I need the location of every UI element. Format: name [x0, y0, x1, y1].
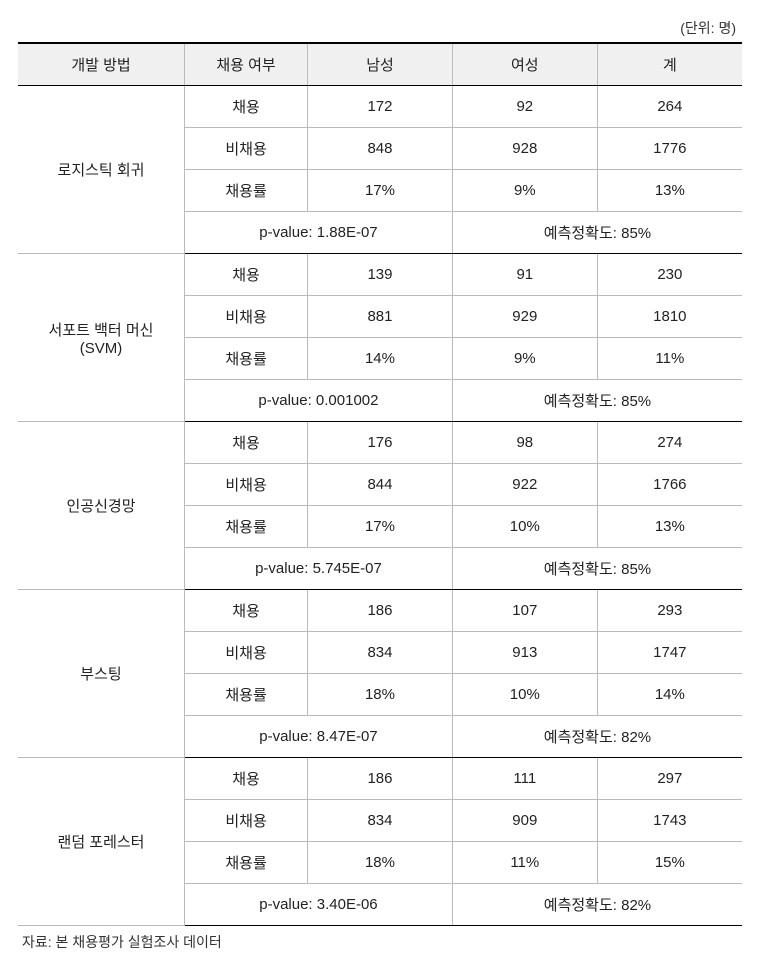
status-label: 채용 [185, 758, 308, 800]
table-row: 랜덤 포레스터채용186111297 [18, 758, 742, 800]
cell-total: 293 [597, 590, 742, 632]
results-table: 개발 방법 채용 여부 남성 여성 계 로지스틱 회귀채용17292264비채용… [18, 42, 742, 926]
method-name: 부스팅 [18, 590, 185, 758]
cell-female: 111 [452, 758, 597, 800]
col-total: 계 [597, 43, 742, 86]
cell-total: 11% [597, 338, 742, 380]
cell-total: 297 [597, 758, 742, 800]
status-label: 비채용 [185, 296, 308, 338]
cell-female: 929 [452, 296, 597, 338]
cell-total: 14% [597, 674, 742, 716]
cell-female: 909 [452, 800, 597, 842]
cell-female: 107 [452, 590, 597, 632]
cell-female: 11% [452, 842, 597, 884]
cell-total: 274 [597, 422, 742, 464]
cell-male: 18% [308, 842, 453, 884]
col-male: 남성 [308, 43, 453, 86]
cell-female: 92 [452, 86, 597, 128]
cell-total: 13% [597, 170, 742, 212]
table-row: 인공신경망채용17698274 [18, 422, 742, 464]
cell-male: 18% [308, 674, 453, 716]
cell-male: 172 [308, 86, 453, 128]
status-label: 채용 [185, 422, 308, 464]
status-label: 채용률 [185, 842, 308, 884]
accuracy-cell: 예측정확도: 85% [452, 212, 742, 254]
table-row: 로지스틱 회귀채용17292264 [18, 86, 742, 128]
cell-total: 15% [597, 842, 742, 884]
accuracy-cell: 예측정확도: 85% [452, 380, 742, 422]
cell-total: 1776 [597, 128, 742, 170]
method-name: 랜덤 포레스터 [18, 758, 185, 926]
accuracy-cell: 예측정확도: 82% [452, 884, 742, 926]
cell-female: 9% [452, 338, 597, 380]
cell-male: 186 [308, 590, 453, 632]
cell-total: 1747 [597, 632, 742, 674]
cell-total: 13% [597, 506, 742, 548]
status-label: 채용률 [185, 170, 308, 212]
status-label: 채용 [185, 86, 308, 128]
cell-male: 834 [308, 632, 453, 674]
status-label: 채용 [185, 590, 308, 632]
status-label: 채용률 [185, 674, 308, 716]
cell-total: 1810 [597, 296, 742, 338]
table-row: 부스팅채용186107293 [18, 590, 742, 632]
cell-male: 186 [308, 758, 453, 800]
cell-total: 230 [597, 254, 742, 296]
cell-female: 10% [452, 674, 597, 716]
cell-total: 1766 [597, 464, 742, 506]
cell-total: 1743 [597, 800, 742, 842]
method-name: 로지스틱 회귀 [18, 86, 185, 254]
pvalue-cell: p-value: 3.40E-06 [185, 884, 453, 926]
pvalue-cell: p-value: 0.001002 [185, 380, 453, 422]
pvalue-cell: p-value: 8.47E-07 [185, 716, 453, 758]
cell-female: 98 [452, 422, 597, 464]
col-female: 여성 [452, 43, 597, 86]
accuracy-cell: 예측정확도: 82% [452, 716, 742, 758]
cell-male: 848 [308, 128, 453, 170]
footnote: 자료: 본 채용평가 실험조사 데이터 [22, 932, 742, 952]
status-label: 채용 [185, 254, 308, 296]
cell-male: 881 [308, 296, 453, 338]
method-name: 서포트 백터 머신(SVM) [18, 254, 185, 422]
cell-male: 834 [308, 800, 453, 842]
cell-male: 139 [308, 254, 453, 296]
cell-female: 91 [452, 254, 597, 296]
col-method: 개발 방법 [18, 43, 185, 86]
status-label: 채용률 [185, 506, 308, 548]
cell-female: 928 [452, 128, 597, 170]
cell-total: 264 [597, 86, 742, 128]
cell-male: 17% [308, 170, 453, 212]
cell-female: 10% [452, 506, 597, 548]
status-label: 비채용 [185, 128, 308, 170]
accuracy-cell: 예측정확도: 85% [452, 548, 742, 590]
status-label: 채용률 [185, 338, 308, 380]
unit-label: (단위: 명) [18, 18, 736, 38]
pvalue-cell: p-value: 1.88E-07 [185, 212, 453, 254]
cell-female: 922 [452, 464, 597, 506]
table-row: 서포트 백터 머신(SVM)채용13991230 [18, 254, 742, 296]
status-label: 비채용 [185, 632, 308, 674]
status-label: 비채용 [185, 800, 308, 842]
cell-male: 176 [308, 422, 453, 464]
header-row: 개발 방법 채용 여부 남성 여성 계 [18, 43, 742, 86]
method-name: 인공신경망 [18, 422, 185, 590]
col-status: 채용 여부 [185, 43, 308, 86]
cell-male: 14% [308, 338, 453, 380]
cell-female: 913 [452, 632, 597, 674]
status-label: 비채용 [185, 464, 308, 506]
pvalue-cell: p-value: 5.745E-07 [185, 548, 453, 590]
cell-male: 844 [308, 464, 453, 506]
cell-female: 9% [452, 170, 597, 212]
cell-male: 17% [308, 506, 453, 548]
